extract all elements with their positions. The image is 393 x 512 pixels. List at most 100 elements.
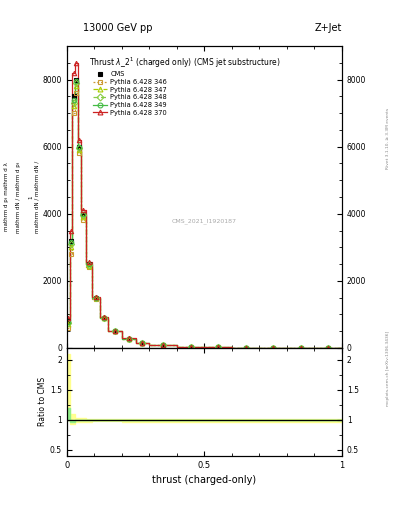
Pythia 6.428 347 <box>326 345 331 351</box>
Pythia 6.428 348 <box>188 344 193 350</box>
Pythia 6.428 370 <box>140 340 145 346</box>
Pythia 6.428 346 <box>74 90 79 96</box>
Pythia 6.428 347 <box>113 328 118 334</box>
Pythia 6.428 370 <box>68 227 73 233</box>
Pythia 6.428 347 <box>74 83 79 90</box>
Pythia 6.428 347 <box>188 344 193 350</box>
Line: Pythia 6.428 348: Pythia 6.428 348 <box>66 81 331 350</box>
Pythia 6.428 370 <box>77 137 82 143</box>
Pythia 6.428 347 <box>66 322 71 328</box>
CMS <box>94 294 98 301</box>
Pythia 6.428 347 <box>161 342 165 348</box>
Pythia 6.428 347 <box>243 345 248 351</box>
Pythia 6.428 348 <box>216 344 220 350</box>
Line: Pythia 6.428 370: Pythia 6.428 370 <box>66 60 331 350</box>
Line: Pythia 6.428 349: Pythia 6.428 349 <box>66 79 331 350</box>
CMS <box>216 344 220 350</box>
Pythia 6.428 370 <box>72 70 76 76</box>
Line: Pythia 6.428 347: Pythia 6.428 347 <box>66 84 331 350</box>
Pythia 6.428 349 <box>66 318 71 325</box>
Pythia 6.428 348 <box>102 315 107 321</box>
Text: mcplots.cern.ch [arXiv:1306.3436]: mcplots.cern.ch [arXiv:1306.3436] <box>386 331 390 406</box>
Pythia 6.428 348 <box>127 335 131 342</box>
CMS <box>298 345 303 351</box>
CMS <box>68 238 73 244</box>
CMS <box>271 345 275 351</box>
Pythia 6.428 349 <box>72 97 76 103</box>
Pythia 6.428 346 <box>81 218 86 224</box>
Pythia 6.428 348 <box>113 328 118 334</box>
Pythia 6.428 346 <box>161 342 165 348</box>
Pythia 6.428 349 <box>74 78 79 84</box>
Pythia 6.428 347 <box>86 263 91 269</box>
Pythia 6.428 349 <box>298 345 303 351</box>
CMS <box>161 342 165 348</box>
Pythia 6.428 346 <box>243 345 248 351</box>
CMS <box>81 210 86 217</box>
Text: CMS_2021_I1920187: CMS_2021_I1920187 <box>172 218 237 224</box>
X-axis label: thrust (charged-only): thrust (charged-only) <box>152 475 256 485</box>
Pythia 6.428 370 <box>127 335 131 342</box>
Pythia 6.428 347 <box>127 335 131 342</box>
Pythia 6.428 348 <box>81 212 86 219</box>
Pythia 6.428 347 <box>298 345 303 351</box>
Pythia 6.428 348 <box>94 295 98 301</box>
Pythia 6.428 370 <box>102 314 107 321</box>
Pythia 6.428 370 <box>326 345 331 351</box>
Pythia 6.428 348 <box>326 345 331 351</box>
Pythia 6.428 347 <box>216 344 220 350</box>
Pythia 6.428 347 <box>77 147 82 153</box>
CMS <box>140 340 145 346</box>
Pythia 6.428 349 <box>94 295 98 301</box>
Pythia 6.428 348 <box>68 241 73 247</box>
Line: Pythia 6.428 346: Pythia 6.428 346 <box>66 91 331 350</box>
CMS <box>86 261 91 267</box>
Pythia 6.428 349 <box>140 340 145 346</box>
Pythia 6.428 348 <box>77 145 82 152</box>
Pythia 6.428 346 <box>68 251 73 257</box>
Pythia 6.428 370 <box>298 345 303 351</box>
Pythia 6.428 348 <box>271 345 275 351</box>
Pythia 6.428 347 <box>81 214 86 220</box>
Pythia 6.428 349 <box>81 211 86 218</box>
Y-axis label: Ratio to CMS: Ratio to CMS <box>38 377 47 426</box>
Pythia 6.428 346 <box>271 345 275 351</box>
Pythia 6.428 348 <box>74 80 79 86</box>
Pythia 6.428 349 <box>127 335 131 342</box>
Pythia 6.428 370 <box>74 60 79 66</box>
Line: CMS: CMS <box>66 77 331 350</box>
Pythia 6.428 349 <box>68 239 73 245</box>
Y-axis label: mathrm d²N
mathrm d pₜ mathrm d λ

mathrm dN / mathrm d pₜ

1
mathrm dN / mathrm: mathrm d²N mathrm d pₜ mathrm d λ mathrm… <box>0 161 40 233</box>
Pythia 6.428 370 <box>94 294 98 300</box>
Pythia 6.428 346 <box>298 345 303 351</box>
Pythia 6.428 346 <box>102 315 107 322</box>
Text: Rivet 3.1.10, ≥ 3.3M events: Rivet 3.1.10, ≥ 3.3M events <box>386 108 390 169</box>
Pythia 6.428 346 <box>216 344 220 350</box>
Pythia 6.428 347 <box>102 315 107 321</box>
Pythia 6.428 346 <box>140 340 145 346</box>
Pythia 6.428 349 <box>216 344 220 350</box>
Pythia 6.428 370 <box>113 328 118 334</box>
Pythia 6.428 370 <box>86 259 91 265</box>
Pythia 6.428 348 <box>298 345 303 351</box>
Pythia 6.428 370 <box>271 345 275 351</box>
Pythia 6.428 346 <box>86 264 91 270</box>
Pythia 6.428 346 <box>77 151 82 157</box>
CMS <box>74 76 79 82</box>
Pythia 6.428 347 <box>72 103 76 110</box>
Pythia 6.428 348 <box>72 100 76 106</box>
CMS <box>188 344 193 350</box>
CMS <box>72 93 76 99</box>
Pythia 6.428 349 <box>243 345 248 351</box>
Pythia 6.428 346 <box>94 296 98 303</box>
CMS <box>66 318 71 324</box>
Pythia 6.428 349 <box>113 328 118 334</box>
Legend: CMS, Pythia 6.428 346, Pythia 6.428 347, Pythia 6.428 348, Pythia 6.428 349, Pyt: CMS, Pythia 6.428 346, Pythia 6.428 347,… <box>92 71 167 116</box>
CMS <box>243 345 248 351</box>
Pythia 6.428 347 <box>140 340 145 346</box>
Pythia 6.428 347 <box>271 345 275 351</box>
CMS <box>77 143 82 150</box>
CMS <box>102 315 107 321</box>
Pythia 6.428 370 <box>188 344 193 350</box>
Pythia 6.428 349 <box>102 315 107 321</box>
